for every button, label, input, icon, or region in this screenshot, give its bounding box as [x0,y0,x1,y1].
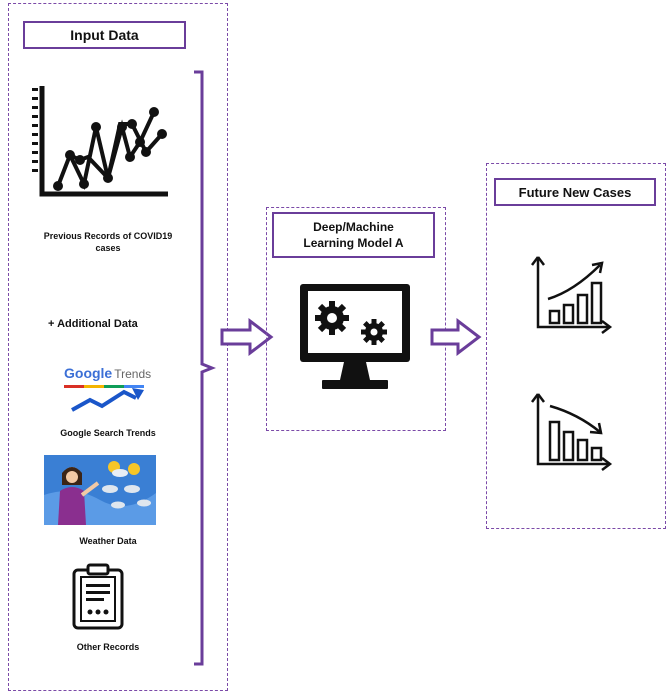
weather-presenter-image [44,455,156,525]
input-bracket [192,70,216,666]
previous-records-label: Previous Records of COVID19 cases [43,231,173,253]
other-records-label: Other Records [76,642,140,652]
future-new-cases-title-text: Future New Cases [518,184,632,200]
right-arrow-icon-2 [430,318,482,356]
model-title: Deep/Machine Learning Model A [272,212,435,258]
future-new-cases-title: Future New Cases [494,178,656,206]
input-data-title: Input Data [23,21,186,49]
google-trends-logo: Google Trends [64,365,160,413]
additional-data-label: + Additional Data [48,318,138,330]
rising-bar-chart-icon [528,255,614,335]
right-arrow-icon [220,318,274,356]
input-data-title-text: Input Data [70,27,139,43]
falling-bar-chart-icon [528,392,614,472]
model-title-line1: Deep/Machine [313,220,394,234]
weather-data-label: Weather Data [79,536,137,546]
input-data-panel [8,3,228,691]
google-search-trends-label: Google Search Trends [60,428,156,438]
google-logo-text: Google [64,365,113,381]
clipboard-icon [68,562,128,632]
model-panel [266,207,446,431]
model-title-line2: Learning Model A [303,236,404,250]
google-logo-suffix: Trends [114,367,152,381]
scatter-line-chart-icon [28,82,170,200]
output-panel [486,163,666,529]
monitor-gears-icon [298,282,412,392]
